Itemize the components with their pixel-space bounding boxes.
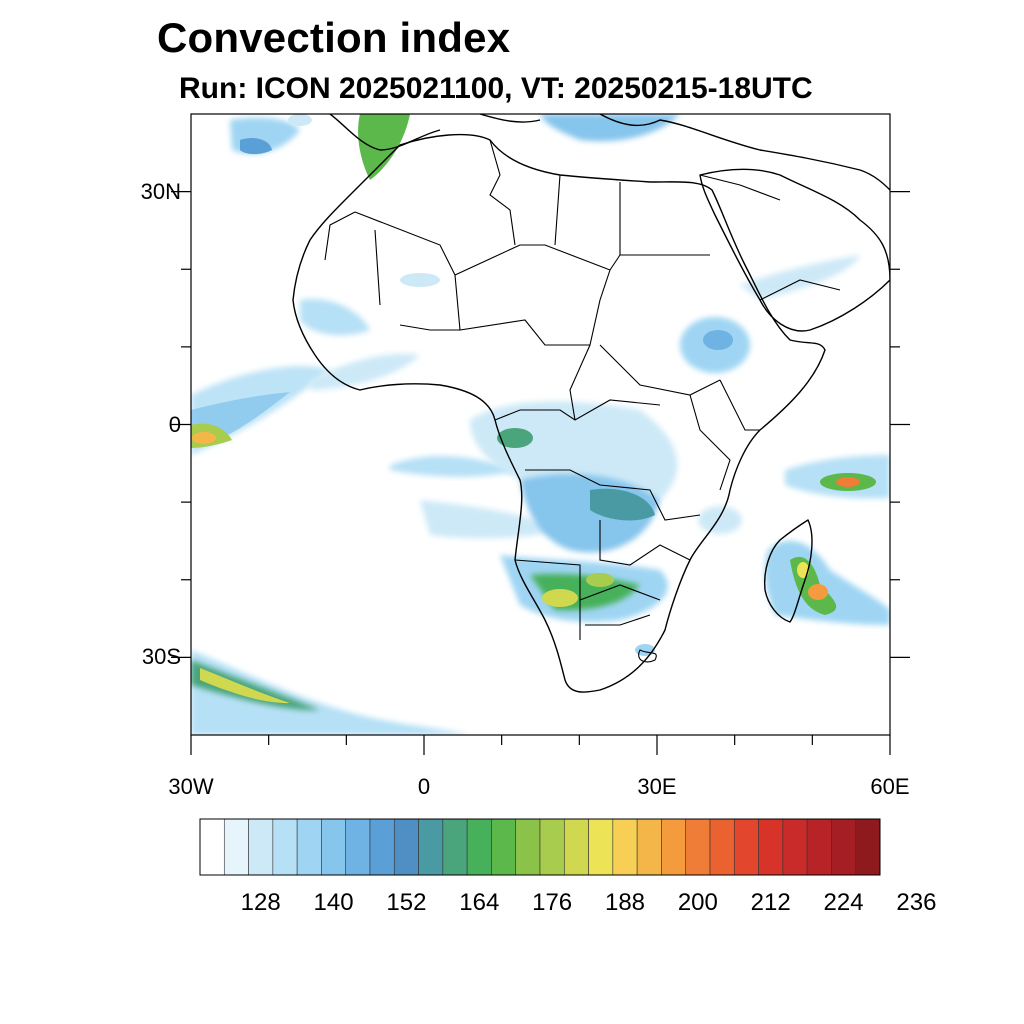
convection-field — [191, 114, 890, 735]
colorbar-swatch — [661, 818, 687, 876]
colorbar-label: 152 — [386, 889, 427, 916]
country-borders — [324, 139, 841, 663]
colorbar-swatch — [272, 818, 298, 876]
lon-label: 0 — [417, 774, 431, 799]
colorbar-swatch — [733, 818, 759, 876]
colorbar-swatch — [248, 818, 274, 876]
colorbar-swatch — [321, 818, 347, 876]
axis-ticks — [171, 191, 910, 755]
colorbar-label: 140 — [313, 889, 354, 916]
lon-label: 30W — [168, 774, 214, 799]
colorbar-swatch — [539, 818, 565, 876]
madagascar-coastline — [763, 519, 813, 623]
colorbar-label: 164 — [459, 889, 500, 916]
colorbar-swatch — [369, 818, 395, 876]
colorbar-swatch — [855, 818, 881, 876]
colorbar-swatch — [685, 818, 711, 876]
colorbar-swatch — [491, 818, 517, 876]
colorbar-label: 188 — [604, 889, 646, 916]
colorbar-label: 128 — [240, 889, 281, 916]
colorbar — [199, 818, 881, 876]
arabia-coastline — [699, 168, 890, 332]
colorbar-swatch — [831, 818, 857, 876]
lat-label: 0 — [168, 411, 181, 437]
colorbar-swatch — [515, 818, 541, 876]
lon-label: 60E — [870, 774, 910, 799]
colorbar-label: 212 — [750, 889, 791, 916]
colorbar-swatch — [223, 818, 249, 876]
colorbar-label: 176 — [532, 889, 573, 916]
colorbar-swatch — [466, 818, 492, 876]
colorbar-swatch — [345, 818, 371, 876]
coastlines — [292, 114, 890, 693]
lat-label: 30S — [141, 644, 181, 670]
lat-label: 30N — [140, 178, 181, 204]
colorbar-swatch — [636, 818, 662, 876]
colorbar-swatch — [588, 818, 614, 876]
map-subtitle: Run: ICON 2025021100, VT: 20250215-18UTC — [179, 72, 813, 105]
europe-coastline — [329, 114, 890, 191]
colorbar-swatch — [418, 818, 444, 876]
colorbar-label: 200 — [677, 889, 718, 916]
colorbar-swatch — [199, 818, 225, 876]
lon-label: 30E — [637, 774, 677, 799]
colorbar-swatch — [806, 818, 832, 876]
colorbar-swatch — [442, 818, 468, 876]
map-title: Convection index — [157, 14, 511, 61]
colorbar-swatch — [612, 818, 638, 876]
colorbar-label: 236 — [896, 889, 937, 916]
colorbar-label: 224 — [823, 889, 864, 916]
colorbar-swatch — [782, 818, 808, 876]
colorbar-swatch — [296, 818, 322, 876]
colorbar-swatch — [393, 818, 419, 876]
colorbar-swatch — [758, 818, 784, 876]
colorbar-swatch — [709, 818, 735, 876]
africa-coastline — [292, 133, 826, 693]
colorbar-frame — [199, 818, 881, 876]
colorbar-swatch — [563, 818, 589, 876]
